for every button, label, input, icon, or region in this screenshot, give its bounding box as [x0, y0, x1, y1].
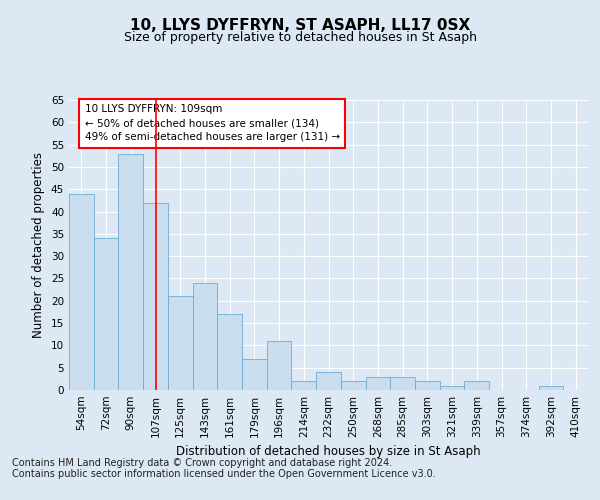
Bar — [242, 359, 267, 390]
Bar — [143, 202, 168, 390]
Y-axis label: Number of detached properties: Number of detached properties — [32, 152, 46, 338]
Text: 10 LLYS DYFFRYN: 109sqm
← 50% of detached houses are smaller (134)
49% of semi-d: 10 LLYS DYFFRYN: 109sqm ← 50% of detache… — [85, 104, 340, 142]
Text: Size of property relative to detached houses in St Asaph: Size of property relative to detached ho… — [124, 31, 476, 44]
Text: 10, LLYS DYFFRYN, ST ASAPH, LL17 0SX: 10, LLYS DYFFRYN, ST ASAPH, LL17 0SX — [130, 18, 470, 32]
Bar — [464, 381, 489, 390]
Bar — [217, 314, 242, 390]
Bar — [69, 194, 94, 390]
Text: Contains HM Land Registry data © Crown copyright and database right 2024.
Contai: Contains HM Land Registry data © Crown c… — [12, 458, 436, 479]
Bar — [440, 386, 464, 390]
Bar — [168, 296, 193, 390]
Bar — [341, 381, 365, 390]
Bar — [118, 154, 143, 390]
Bar — [292, 381, 316, 390]
Bar — [267, 341, 292, 390]
Bar — [193, 283, 217, 390]
Bar — [539, 386, 563, 390]
Bar — [365, 376, 390, 390]
Bar — [415, 381, 440, 390]
Bar — [390, 376, 415, 390]
Bar — [316, 372, 341, 390]
Bar — [94, 238, 118, 390]
X-axis label: Distribution of detached houses by size in St Asaph: Distribution of detached houses by size … — [176, 446, 481, 458]
